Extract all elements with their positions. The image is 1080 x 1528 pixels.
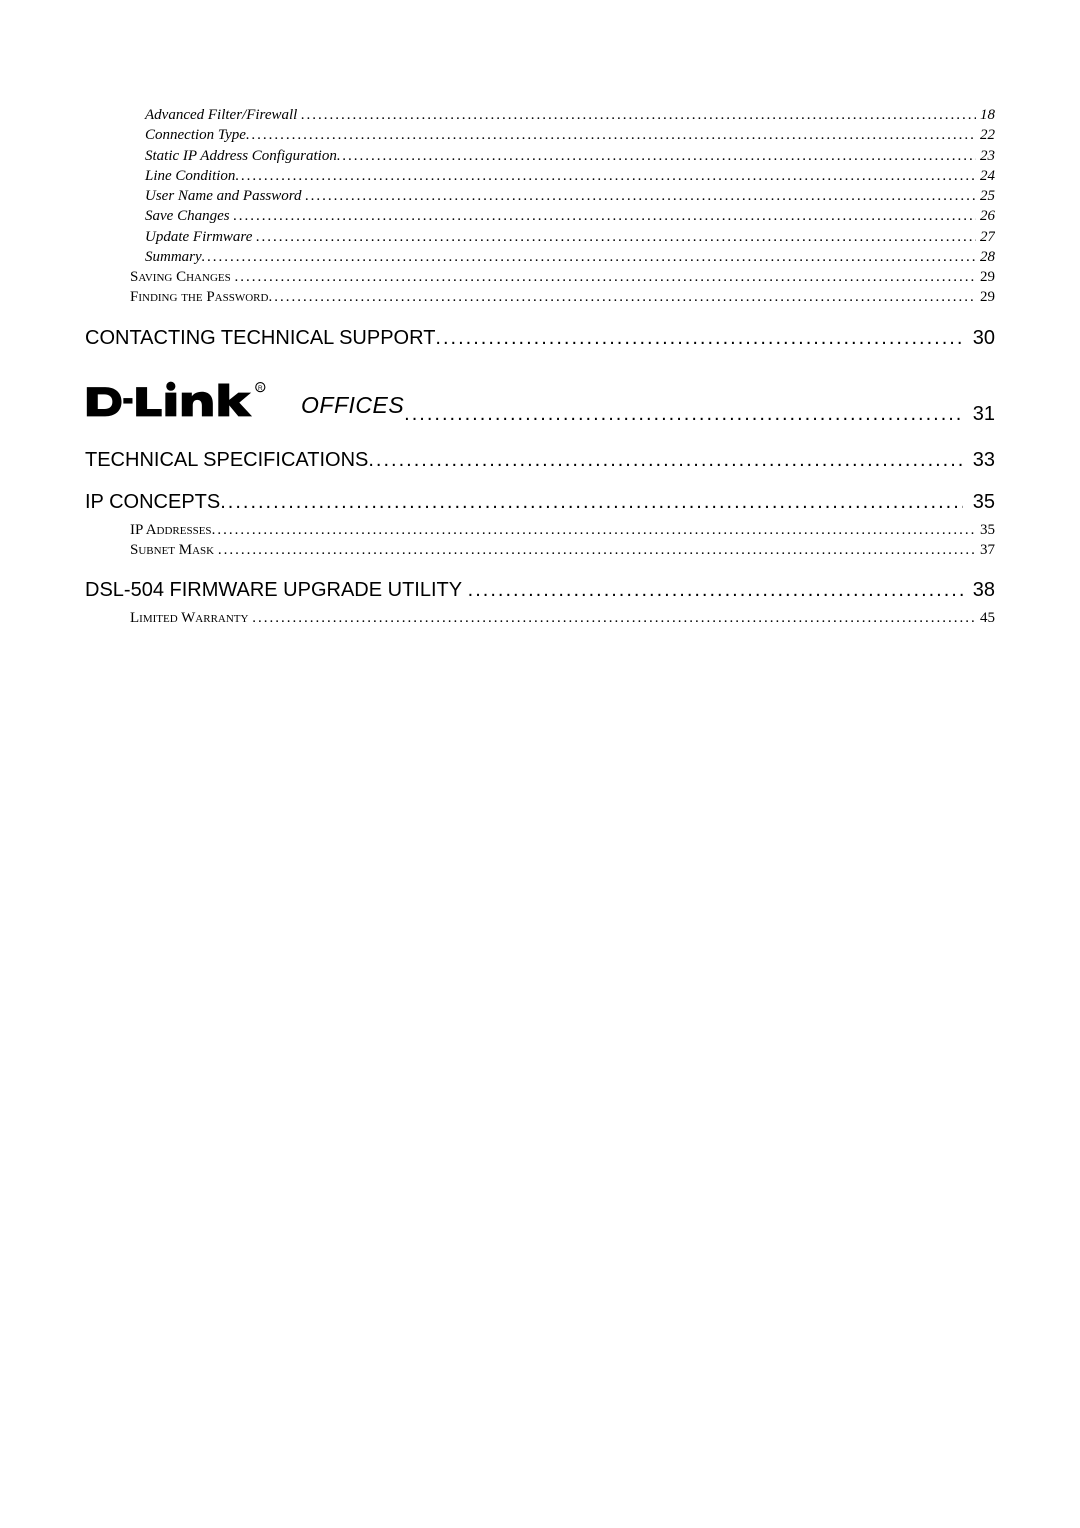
toc-label: TECHNICAL SPECIFICATIONS	[85, 448, 368, 472]
toc-label: Line Condition	[145, 166, 235, 186]
toc-page-value: 38	[973, 579, 995, 601]
toc-leader	[234, 267, 976, 287]
toc-entry: Save Changes 26	[85, 206, 995, 226]
toc-entry: TECHNICAL SPECIFICATIONS 33	[85, 448, 995, 472]
toc-leader	[435, 326, 963, 350]
toc-label: Saving Changes	[130, 267, 231, 287]
toc-page-number: 25	[976, 186, 995, 206]
toc-label: Limited Warranty	[130, 608, 248, 628]
toc-entry: Finding the Password 29	[85, 287, 995, 307]
toc-page: Advanced Filter/Firewall 18 Connection T…	[0, 0, 1080, 628]
toc-entry: Update Firmware 27	[85, 227, 995, 247]
toc-label: Update Firmware	[145, 227, 252, 247]
toc-leader	[252, 608, 976, 628]
toc-entry: IP CONCEPTS 35	[85, 490, 995, 514]
toc-leader	[218, 540, 976, 560]
toc-entry-logo: R OFFICES 31	[85, 378, 995, 426]
toc-entry: Static IP Address Configuration 23	[85, 146, 995, 166]
toc-leader	[202, 247, 976, 267]
toc-leader	[220, 490, 963, 514]
toc-leader	[235, 166, 976, 186]
toc-label: Save Changes	[145, 206, 230, 226]
toc-page-number: 35	[963, 490, 995, 514]
toc-leader	[404, 402, 963, 426]
toc-leader	[337, 146, 976, 166]
toc-label: IP Addresses	[130, 520, 212, 540]
toc-leader	[268, 287, 976, 307]
toc-leader	[305, 186, 976, 206]
toc-label: Summary	[145, 247, 202, 267]
toc-label: Advanced Filter/Firewall	[145, 105, 297, 125]
toc-label: DSL-504 FIRMWARE UPGRADE UTILITY	[85, 578, 462, 602]
offices-label: OFFICES	[301, 392, 404, 420]
toc-label: User Name and Password	[145, 186, 302, 206]
toc-page-value: 31	[973, 403, 995, 425]
toc-page-value: 35	[973, 491, 995, 513]
toc-leader	[468, 578, 964, 602]
toc-page-value: 30	[973, 327, 995, 349]
toc-page-number: 22	[976, 125, 995, 145]
toc-leader	[301, 105, 976, 125]
toc-entry: Connection Type 22	[85, 125, 995, 145]
toc-page-number: 30	[963, 326, 995, 350]
toc-entry: CONTACTING TECHNICAL SUPPORT 30	[85, 326, 995, 350]
toc-leader	[256, 227, 976, 247]
dlink-logo-icon: R	[85, 378, 295, 420]
toc-page-number: 28	[976, 247, 995, 267]
toc-entry: Summary 28	[85, 247, 995, 267]
toc-label: Connection Type	[145, 125, 246, 145]
toc-label: Finding the Password	[130, 287, 268, 307]
toc-entry: Line Condition 24	[85, 166, 995, 186]
toc-entry: Subnet Mask 37	[85, 540, 995, 560]
toc-entry: Limited Warranty 45	[85, 608, 995, 628]
svg-text:R: R	[258, 384, 263, 391]
toc-entry: IP Addresses 35	[85, 520, 995, 540]
toc-entry: DSL-504 FIRMWARE UPGRADE UTILITY 38	[85, 578, 995, 602]
toc-page-number: 26	[976, 206, 995, 226]
toc-leader	[246, 125, 976, 145]
toc-entry: Advanced Filter/Firewall 18	[85, 105, 995, 125]
toc-entry: User Name and Password 25	[85, 186, 995, 206]
dlink-logo-block: R OFFICES	[85, 378, 404, 420]
toc-label: Subnet Mask	[130, 540, 214, 560]
toc-page-number: 35	[976, 520, 995, 540]
toc-label: IP CONCEPTS	[85, 490, 220, 514]
toc-entry: Saving Changes 29	[85, 267, 995, 287]
toc-page-number: 37	[976, 540, 995, 560]
toc-label: CONTACTING TECHNICAL SUPPORT	[85, 326, 435, 350]
toc-page-number: 23	[976, 146, 995, 166]
toc-page-number: 24	[976, 166, 995, 186]
toc-label: Static IP Address Configuration	[145, 146, 337, 166]
toc-leader	[212, 520, 976, 540]
toc-page-number: 27	[976, 227, 995, 247]
toc-page-number: 29	[976, 267, 995, 287]
toc-page-number: 31	[963, 402, 995, 426]
toc-leader	[233, 206, 976, 226]
toc-page-number: 38	[963, 578, 995, 602]
toc-page-number: 45	[976, 608, 995, 628]
toc-page-number: 33	[963, 448, 995, 472]
toc-page-number: 18	[976, 105, 995, 125]
toc-page-value: 33	[973, 449, 995, 471]
toc-page-number: 29	[976, 287, 995, 307]
toc-leader	[368, 448, 963, 472]
